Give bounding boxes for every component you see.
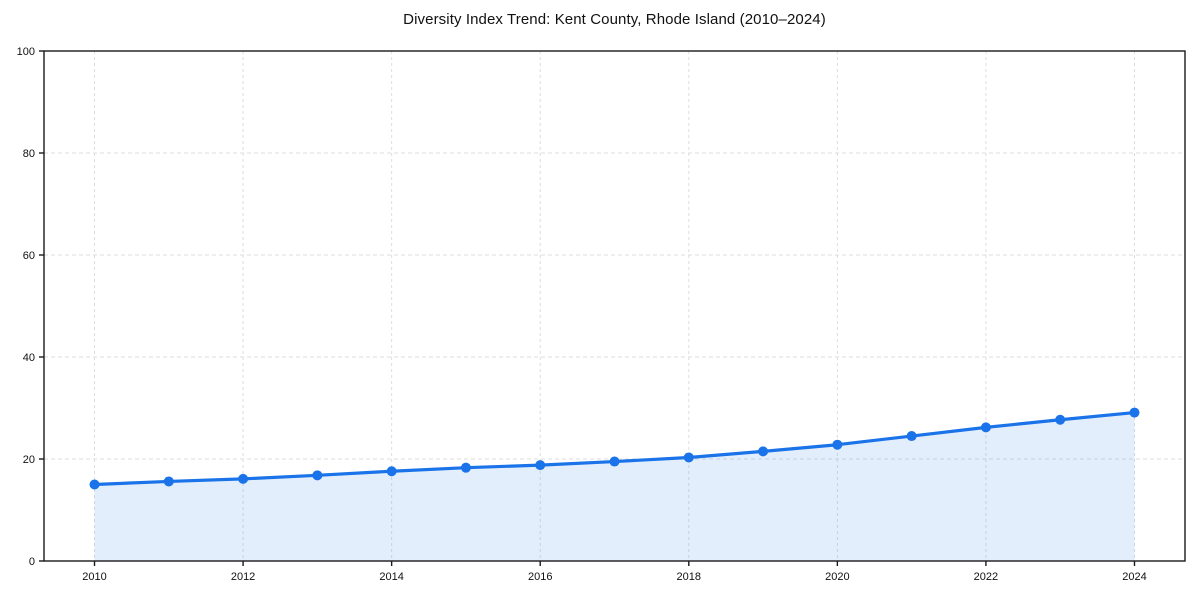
- y-tick-label: 100: [17, 46, 35, 58]
- x-tick-label: 2018: [677, 571, 701, 583]
- y-tick-label: 80: [23, 148, 35, 160]
- x-tick-label: 2020: [825, 571, 849, 583]
- trend-area: [94, 412, 1135, 561]
- data-point: [312, 470, 323, 481]
- y-tick-label: 60: [23, 250, 35, 262]
- chart-title: Diversity Index Trend: Kent County, Rhod…: [403, 11, 826, 28]
- data-point: [906, 431, 917, 442]
- y-tick-label: 0: [29, 556, 35, 568]
- data-point: [609, 456, 620, 467]
- plot-border: [43, 50, 1186, 562]
- data-point: [535, 460, 546, 471]
- x-tick-label: 2012: [231, 571, 255, 583]
- y-tick-label: 40: [23, 352, 35, 364]
- x-tick-label: 2024: [1122, 571, 1146, 583]
- data-point: [832, 439, 843, 450]
- data-point: [980, 422, 991, 433]
- data-point: [1055, 414, 1066, 425]
- x-tick-label: 2010: [82, 571, 106, 583]
- data-point: [386, 466, 397, 477]
- data-point: [163, 476, 174, 487]
- data-point: [683, 452, 694, 463]
- data-point: [238, 473, 249, 484]
- data-point: [89, 479, 100, 490]
- data-point: [1129, 407, 1140, 418]
- x-tick-label: 2016: [528, 571, 552, 583]
- x-tick-label: 2014: [379, 571, 403, 583]
- data-point: [460, 462, 471, 473]
- data-point: [758, 446, 769, 457]
- x-tick-label: 2022: [974, 571, 998, 583]
- y-tick-label: 20: [23, 454, 35, 466]
